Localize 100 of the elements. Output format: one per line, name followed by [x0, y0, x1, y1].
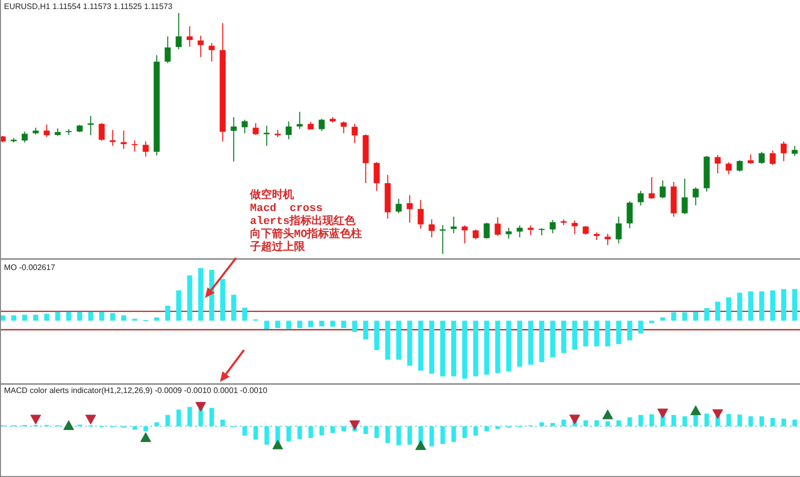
bar: [396, 320, 402, 360]
bar: [319, 320, 324, 326]
bar: [616, 320, 622, 344]
bar: [638, 414, 643, 426]
bar: [121, 315, 126, 321]
chart-title: MACD color alerts indicator(H1,2,12,26,9) -0.0009 -0.0010 0.0001 -0.0010: [4, 386, 268, 395]
candlestick: [616, 216, 622, 244]
bar: [550, 320, 556, 358]
candlestick: [692, 186, 699, 206]
bar: [308, 320, 314, 328]
bar: [517, 320, 522, 367]
bar: [242, 308, 248, 321]
candlestick: [648, 176, 655, 200]
bar: [176, 290, 182, 321]
candlestick: [780, 140, 787, 162]
bar: [88, 312, 94, 321]
point: [349, 420, 360, 430]
bar: [319, 426, 324, 436]
point: [272, 440, 283, 450]
candlestick: [714, 154, 721, 174]
bar: [704, 308, 710, 321]
bar: [264, 320, 270, 330]
candlestick: [604, 233, 611, 246]
point: [63, 420, 74, 430]
bar: [770, 290, 776, 321]
candlestick: [396, 198, 402, 214]
candlestick: [550, 220, 556, 234]
bar: [726, 414, 731, 426]
candlestick: [340, 120, 347, 134]
bar: [539, 422, 544, 426]
bar: [627, 417, 632, 426]
bar: [209, 408, 214, 426]
bar: [429, 320, 434, 374]
bar: [737, 292, 742, 321]
bar: [605, 421, 610, 426]
bar: [759, 291, 764, 321]
bar: [429, 426, 434, 446]
bar: [440, 426, 445, 444]
chart-title: MO -0.002617: [4, 263, 56, 272]
candlestick: [770, 150, 776, 166]
point: [569, 414, 580, 424]
candlestick: [318, 118, 325, 132]
candlestick: [142, 140, 149, 158]
candlestick: [164, 36, 171, 64]
bar: [561, 420, 566, 426]
bar: [363, 426, 368, 434]
bar: [462, 320, 468, 379]
bar: [759, 416, 764, 426]
bar: [385, 426, 390, 443]
bar: [187, 275, 192, 321]
bar: [792, 289, 798, 321]
candlestick: [230, 116, 237, 162]
chart-title: EURUSD,H1 1.11554 1.11573 1.11525 1.11573: [4, 2, 173, 11]
candlestick: [132, 140, 138, 152]
candlestick: [626, 200, 633, 229]
bar: [704, 414, 709, 426]
bar: [99, 312, 104, 321]
bar: [484, 426, 489, 432]
bar: [550, 422, 555, 426]
bar: [638, 320, 644, 334]
bar: [231, 294, 236, 321]
bar: [781, 418, 786, 426]
bar: [143, 426, 148, 432]
candlestick: [44, 124, 50, 138]
candlestick: [198, 35, 204, 58]
point: [140, 432, 151, 442]
candlestick: [428, 218, 435, 238]
bar: [539, 320, 544, 362]
point: [602, 410, 613, 420]
point: [415, 440, 426, 450]
bar: [671, 312, 676, 321]
bar: [418, 320, 424, 371]
bar: [594, 420, 599, 426]
bar: [66, 312, 72, 321]
bar: [44, 314, 50, 321]
bar: [682, 416, 687, 426]
candlestick: [286, 120, 292, 140]
candlestick: [296, 111, 303, 130]
bar: [451, 320, 456, 376]
candlestick: [726, 162, 732, 175]
candlestick: [528, 224, 534, 236]
bar: [396, 426, 401, 446]
candlestick: [682, 178, 688, 214]
point: [712, 409, 723, 419]
point: [657, 408, 668, 418]
bar: [495, 426, 500, 429]
bar: [715, 302, 720, 321]
bar: [176, 410, 181, 426]
point: [690, 405, 701, 416]
bar: [385, 320, 390, 360]
bar: [165, 306, 170, 321]
candlestick: [462, 224, 468, 244]
bar: [594, 320, 600, 346]
candlestick: [736, 160, 743, 172]
point: [85, 414, 96, 424]
candlestick: [792, 145, 798, 156]
bar: [220, 279, 226, 321]
candlestick: [120, 130, 127, 150]
bar: [132, 426, 137, 430]
bar: [220, 420, 225, 426]
